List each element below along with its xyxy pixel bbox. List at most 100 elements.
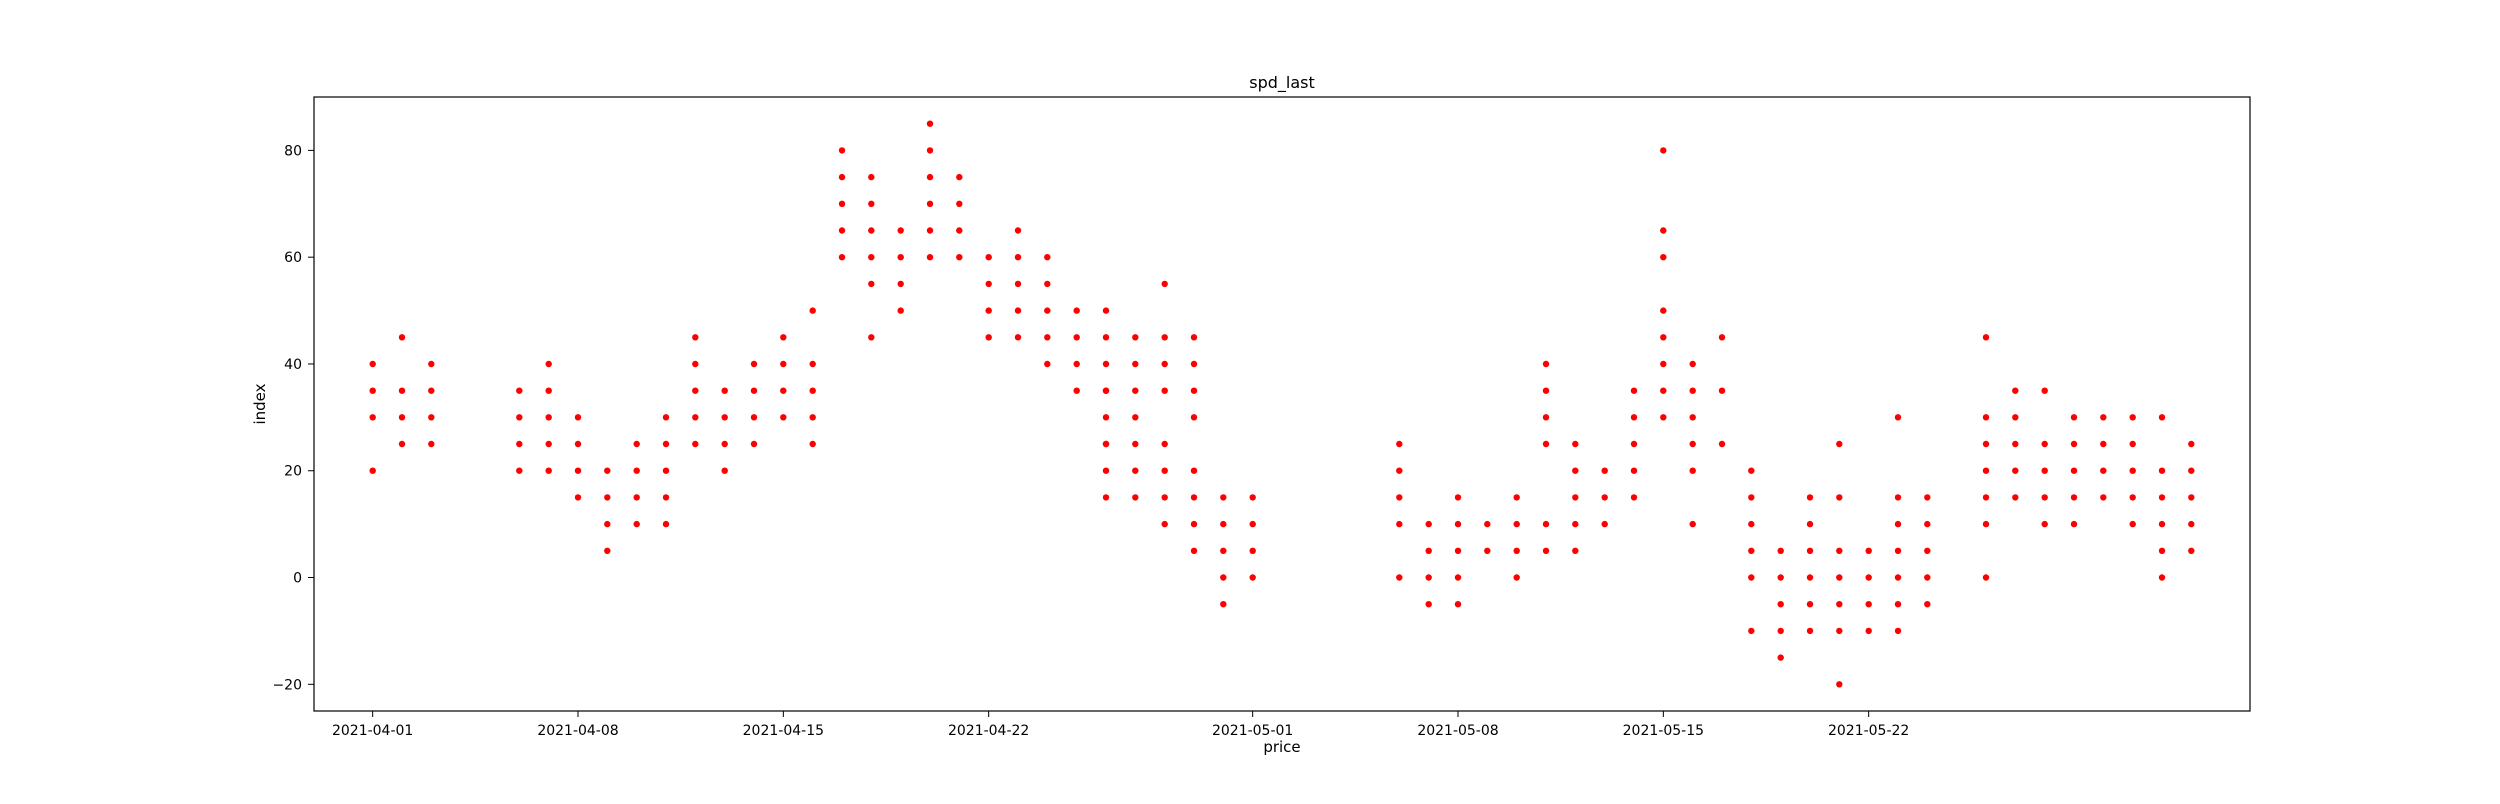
data-point xyxy=(428,360,435,368)
data-point xyxy=(1220,520,1227,528)
data-point xyxy=(1660,307,1667,314)
data-point xyxy=(633,467,640,474)
data-point xyxy=(1014,307,1022,314)
data-point xyxy=(1513,494,1520,501)
x-tick-label: 2021-04-01 xyxy=(332,723,413,739)
data-point xyxy=(1132,360,1139,368)
data-point xyxy=(838,147,846,154)
data-point xyxy=(1660,227,1667,234)
data-point xyxy=(1601,467,1608,474)
data-point xyxy=(1630,414,1638,421)
data-point xyxy=(1982,574,1990,581)
data-point xyxy=(1601,520,1608,528)
x-axis: 2021-04-01 2021-04-08 2021-04-15 2021-04-22… xyxy=(332,711,1909,739)
data-point xyxy=(1894,520,1902,528)
data-point xyxy=(1102,387,1110,394)
data-point xyxy=(1425,547,1432,554)
data-point xyxy=(2100,440,2107,448)
data-point xyxy=(1425,574,1432,581)
data-point xyxy=(2012,467,2019,474)
data-point xyxy=(574,414,582,421)
data-point xyxy=(1689,360,1696,368)
data-point xyxy=(692,334,699,341)
data-point xyxy=(2129,440,2136,448)
data-point xyxy=(926,254,934,261)
data-point xyxy=(721,414,728,421)
data-point xyxy=(1073,307,1080,314)
data-point xyxy=(2188,467,2195,474)
data-point xyxy=(516,467,523,474)
data-point xyxy=(2012,494,2019,501)
data-point xyxy=(2158,547,2166,554)
data-point xyxy=(1014,227,1022,234)
data-point xyxy=(2012,440,2019,448)
data-point xyxy=(2129,414,2136,421)
data-point xyxy=(1425,601,1432,608)
data-point xyxy=(545,414,552,421)
data-point xyxy=(1132,467,1139,474)
data-point xyxy=(1689,387,1696,394)
data-point xyxy=(1542,440,1550,448)
data-point xyxy=(1132,414,1139,421)
data-point xyxy=(926,227,934,234)
data-point xyxy=(1748,547,1755,554)
data-point xyxy=(545,360,552,368)
data-point xyxy=(2158,574,2166,581)
data-point xyxy=(692,440,699,448)
data-point xyxy=(1102,494,1110,501)
data-point xyxy=(750,360,758,368)
data-point xyxy=(1806,547,1814,554)
data-point xyxy=(1161,334,1168,341)
data-point xyxy=(750,440,758,448)
data-point xyxy=(1660,387,1667,394)
data-point xyxy=(369,414,376,421)
y-tick-label: −20 xyxy=(272,677,302,693)
data-point xyxy=(516,440,523,448)
data-point xyxy=(2041,387,2048,394)
data-point xyxy=(1220,601,1227,608)
data-point xyxy=(2070,494,2078,501)
data-point xyxy=(2100,414,2107,421)
data-point xyxy=(1630,494,1638,501)
data-point xyxy=(604,467,611,474)
data-point xyxy=(1542,547,1550,554)
data-point xyxy=(545,467,552,474)
data-point xyxy=(868,280,875,288)
data-point xyxy=(868,254,875,261)
data-point xyxy=(1190,387,1198,394)
data-point xyxy=(1924,601,1931,608)
data-point xyxy=(1660,147,1667,154)
data-point xyxy=(1102,360,1110,368)
data-point xyxy=(1924,547,1931,554)
data-point xyxy=(2129,520,2136,528)
data-point xyxy=(1513,547,1520,554)
data-point xyxy=(1777,654,1784,661)
data-point xyxy=(633,494,640,501)
data-point xyxy=(1601,494,1608,501)
y-tick-label: 80 xyxy=(284,143,302,159)
data-point xyxy=(809,414,816,421)
y-tick-label: 60 xyxy=(284,250,302,266)
data-point xyxy=(1748,494,1755,501)
data-point xyxy=(1748,520,1755,528)
data-point xyxy=(1924,494,1931,501)
data-point xyxy=(1190,547,1198,554)
data-point xyxy=(2070,414,2078,421)
data-point xyxy=(398,387,406,394)
data-point xyxy=(1190,494,1198,501)
data-point xyxy=(1542,414,1550,421)
data-point xyxy=(1073,387,1080,394)
data-point xyxy=(2041,440,2048,448)
data-point xyxy=(897,254,904,261)
data-point xyxy=(1484,547,1491,554)
data-point xyxy=(1894,574,1902,581)
data-point xyxy=(1014,334,1022,341)
x-tick-label: 2021-05-01 xyxy=(1212,723,1293,739)
data-point xyxy=(692,414,699,421)
data-point xyxy=(1249,520,1256,528)
data-point xyxy=(721,387,728,394)
data-point xyxy=(838,227,846,234)
data-point xyxy=(398,334,406,341)
data-point xyxy=(1982,334,1990,341)
